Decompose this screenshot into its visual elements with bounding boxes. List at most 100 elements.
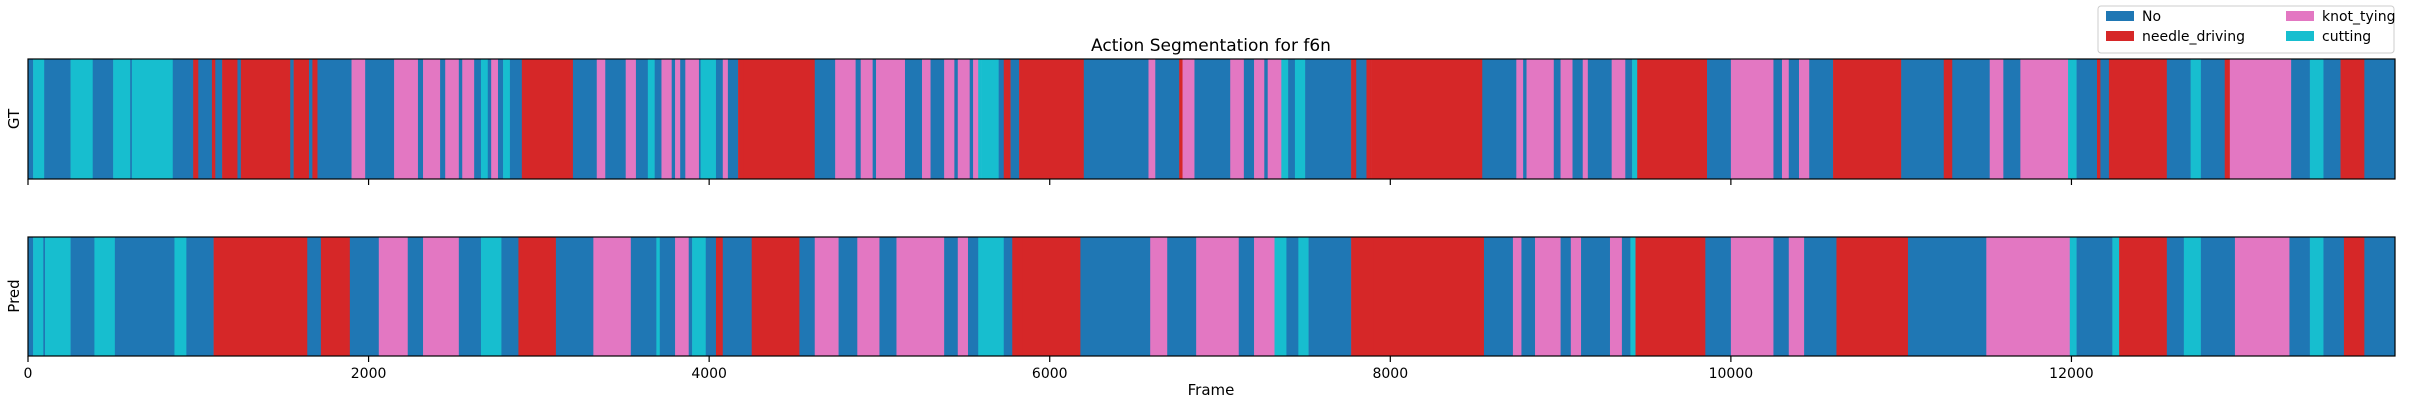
gt-segment-knot_tying bbox=[1148, 59, 1156, 179]
gt-segment-No bbox=[1901, 59, 1945, 179]
gt-segment-No bbox=[1553, 59, 1561, 179]
gt-segment-cutting bbox=[2190, 59, 2202, 179]
pred-segment-cutting bbox=[1630, 237, 1636, 356]
gt-segment-needle_driving bbox=[1179, 59, 1183, 179]
gt-segment-knot_tying bbox=[1989, 59, 2004, 179]
pred-segment-knot_tying bbox=[814, 237, 839, 356]
gt-segment-No bbox=[1264, 59, 1268, 179]
gt-segment-No bbox=[237, 59, 242, 179]
pred-segment-No bbox=[1705, 237, 1732, 356]
gt-segment-knot_tying bbox=[491, 59, 499, 179]
pred-segment-knot_tying bbox=[423, 237, 460, 356]
gt-segment-No bbox=[872, 59, 877, 179]
pred-segment-No bbox=[879, 237, 897, 356]
pred-segment-No bbox=[501, 237, 519, 356]
gt-segment-needle_driving bbox=[1943, 59, 1953, 179]
gt-segment-No bbox=[198, 59, 213, 179]
gt-segment-needle_driving bbox=[240, 59, 291, 179]
pred-segment-No bbox=[2289, 237, 2311, 356]
pred-segment-No bbox=[1907, 237, 1987, 356]
pred-segment-knot_tying bbox=[1788, 237, 1805, 356]
gt-segment-No bbox=[1707, 59, 1732, 179]
pred-segment-No bbox=[307, 237, 322, 356]
pred-segment-No bbox=[2364, 237, 2396, 356]
gt-segment-knot_tying bbox=[860, 59, 873, 179]
pred-segment-No bbox=[2076, 237, 2113, 356]
pred-segment-cutting bbox=[978, 237, 1005, 356]
gt-segment-knot_tying bbox=[1560, 59, 1573, 179]
pred-segment-needle_driving bbox=[1373, 237, 1485, 356]
gt-segment-No bbox=[440, 59, 446, 179]
pred-segment-knot_tying bbox=[896, 237, 945, 356]
pred-segment-cutting bbox=[2112, 237, 2120, 356]
gt-segment-No bbox=[1010, 59, 1020, 179]
gt-segment-needle_driving bbox=[743, 59, 816, 179]
gt-segment-No bbox=[1288, 59, 1296, 179]
pred-segment-No bbox=[688, 237, 693, 356]
gt-segment-No bbox=[698, 59, 701, 179]
gt-segment-needle_driving bbox=[293, 59, 310, 179]
gt-segment-knot_tying bbox=[1516, 59, 1524, 179]
gt-segment-No bbox=[2166, 59, 2191, 179]
gt-segment-knot_tying bbox=[1781, 59, 1790, 179]
gt-segment-No bbox=[1523, 59, 1527, 179]
pred-segment-knot_tying bbox=[857, 237, 880, 356]
gt-segment-cutting bbox=[2309, 59, 2324, 179]
x-tick-label: 10000 bbox=[1709, 366, 1754, 382]
gt-segment-No bbox=[635, 59, 649, 179]
pred-segment-knot_tying bbox=[2234, 237, 2290, 356]
gt-segment-needle_driving bbox=[1637, 59, 1708, 179]
gt-segment-No bbox=[290, 59, 294, 179]
pred-segment-cutting bbox=[1274, 237, 1287, 356]
gt-segment-knot_tying bbox=[1611, 59, 1626, 179]
pred-segment-No bbox=[114, 237, 175, 356]
x-tick-label: 2000 bbox=[351, 366, 387, 382]
gt-segment-needle_driving bbox=[1833, 59, 1902, 179]
gt-segment-knot_tying bbox=[351, 59, 366, 179]
gt-segment-needle_driving bbox=[521, 59, 574, 179]
gt-segment-needle_driving bbox=[222, 59, 238, 179]
pred-segment-needle_driving bbox=[2119, 237, 2168, 356]
pred-segment-No bbox=[1804, 237, 1837, 356]
pred-segment-No bbox=[70, 237, 95, 356]
pred-segment-No bbox=[1238, 237, 1255, 356]
pred-segment-needle_driving bbox=[320, 237, 351, 356]
gt-segment-No bbox=[2100, 59, 2110, 179]
pred-segment-knot_tying bbox=[378, 237, 409, 356]
x-tick-label: 6000 bbox=[1032, 366, 1068, 382]
gt-segment-No bbox=[1194, 59, 1231, 179]
pred-segment-No bbox=[1621, 237, 1631, 356]
x-tick-label: 4000 bbox=[691, 366, 727, 382]
gt-segment-No bbox=[572, 59, 598, 179]
pred-segment-knot_tying bbox=[1986, 237, 2071, 356]
gt-segment-No bbox=[458, 59, 463, 179]
pred-segment-needle_driving bbox=[1836, 237, 1909, 356]
gt-segment-needle_driving bbox=[312, 59, 318, 179]
gt-segment-cutting bbox=[480, 59, 489, 179]
pred-segment-No bbox=[838, 237, 858, 356]
pred-segment-cutting bbox=[174, 237, 187, 356]
pred-segment-No bbox=[555, 237, 594, 356]
gt-segment-No bbox=[2291, 59, 2311, 179]
gt-segment-cutting bbox=[700, 59, 717, 179]
pred-timeline bbox=[28, 237, 2396, 356]
gt-segment-cutting bbox=[1294, 59, 1306, 179]
gt-segment-knot_tying bbox=[876, 59, 906, 179]
gt-segment-knot_tying bbox=[445, 59, 460, 179]
gt-segment-knot_tying bbox=[1267, 59, 1282, 179]
legend-box bbox=[2097, 5, 2395, 54]
pred-segment-No bbox=[630, 237, 657, 356]
pred-segment-No bbox=[944, 237, 959, 356]
gt-segment-knot_tying bbox=[462, 59, 475, 179]
pred-segment-No bbox=[1308, 237, 1352, 356]
legend-swatch-No bbox=[2106, 11, 2134, 21]
pred-segment-No bbox=[1286, 237, 1299, 356]
pred-segment-No bbox=[43, 237, 46, 356]
pred-segment-No bbox=[967, 237, 979, 356]
gt-segment-No bbox=[365, 59, 395, 179]
gt-segment-needle_driving bbox=[1019, 59, 1085, 179]
pred-segment-cutting bbox=[2309, 237, 2324, 356]
pred-segment-No bbox=[2166, 237, 2185, 356]
gt-segment-needle_driving bbox=[2340, 59, 2365, 179]
gt-segment-No bbox=[509, 59, 523, 179]
